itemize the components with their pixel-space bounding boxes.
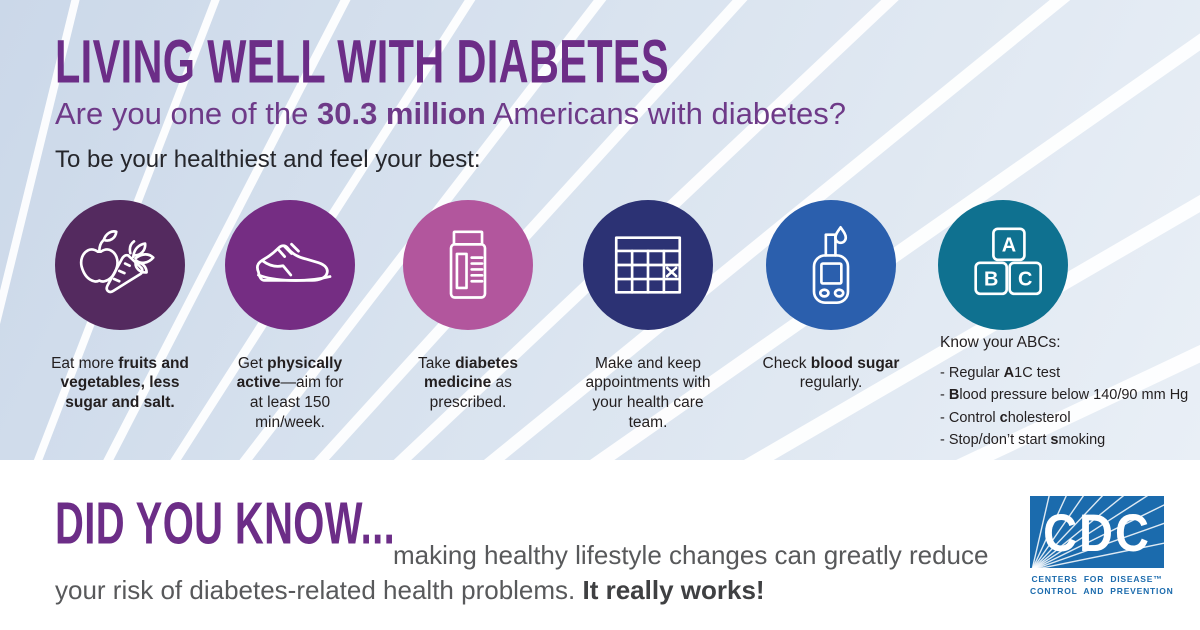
abc-item: - Control cholesterol <box>940 409 1071 426</box>
tip-circle-abcs: A B C <box>938 200 1068 330</box>
tip-caption-active: Get physically active—aim for at least 1… <box>236 354 344 431</box>
footer-band <box>0 460 1200 630</box>
abc-list: - Regular A1C test - Blood pressure belo… <box>940 362 1188 452</box>
cdc-caption: CENTERS FOR DISEASE™ CONTROL AND PREVENT… <box>1030 574 1174 597</box>
tip-circle-appointments <box>583 200 713 330</box>
cdc-acronym: CDC <box>1043 502 1151 562</box>
fact-text: making healthy lifestyle changes can gre… <box>55 540 989 605</box>
statistic: 30.3 million <box>316 96 486 131</box>
block-letter-b: B <box>984 269 998 291</box>
block-letter-c: C <box>1018 269 1032 291</box>
calendar-icon <box>614 236 682 294</box>
sneaker-icon <box>255 242 332 282</box>
intro-text: To be your healthiest and feel your best… <box>55 146 481 173</box>
abc-item: - Regular A1C test <box>940 365 1061 381</box>
did-you-know-heading: DID YOU KNOW... <box>55 490 396 557</box>
tip-caption-eat: Eat more fruits and vegetables, less sug… <box>51 354 189 412</box>
tip-caption-appointments: Make and keep appointments with your hea… <box>585 354 711 431</box>
tip-caption-medicine: Take diabetes medicine as prescribed. <box>418 354 518 412</box>
cdc-logo: CDC CENTERS FOR DISEASE™ CONTROL AND PRE… <box>1030 496 1174 598</box>
cdc-logo-rays <box>1031 496 1164 568</box>
tip-circle-medicine <box>403 200 533 330</box>
abc-blocks-icon: A B C <box>974 227 1042 296</box>
tip-caption-blood-sugar: Check blood sugar regularly. <box>762 354 900 392</box>
tip-circle-active <box>225 200 355 330</box>
glucose-meter-icon <box>812 226 850 304</box>
page-title: LIVING WELL WITH DIABETES <box>55 26 669 96</box>
abc-item: - Blood pressure below 140/90 mm Hg <box>940 387 1189 404</box>
abc-item: - Stop/don’t start smoking <box>940 432 1106 449</box>
tip-circle-blood-sugar <box>766 200 896 330</box>
apple-carrot-icon <box>79 230 155 294</box>
background-rays <box>0 0 1200 460</box>
block-letter-a: A <box>1002 235 1016 257</box>
abc-heading: Know your ABCs: <box>940 334 1061 351</box>
tip-circle-eat <box>55 200 185 330</box>
pill-bottle-icon <box>449 230 487 299</box>
cdc-logo-box: CDC <box>1030 496 1164 568</box>
subtitle: Are you one of the 30.3 million American… <box>55 96 846 131</box>
